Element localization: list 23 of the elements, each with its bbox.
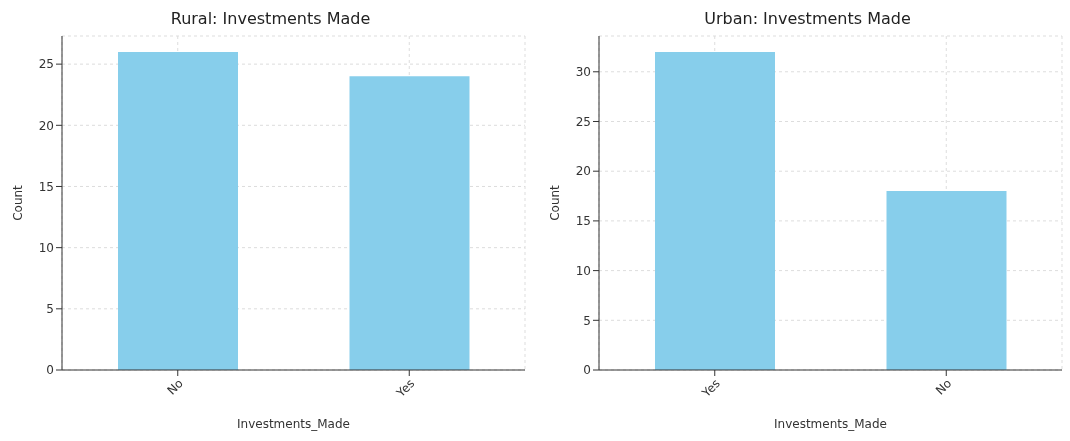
x-axis-title: Investments_Made	[237, 417, 350, 431]
y-tick-label: 25	[575, 114, 591, 129]
y-tick-label: 0	[583, 363, 591, 378]
y-tick-label: 10	[575, 263, 591, 278]
x-tick-label: Yes	[698, 376, 723, 401]
y-tick-label: 10	[38, 240, 54, 255]
y-tick-label: 15	[38, 179, 54, 194]
x-tick-label: No	[932, 376, 955, 398]
y-axis-title: Count	[11, 184, 26, 221]
y-axis-title: Count	[548, 184, 563, 221]
y-tick-label: 20	[38, 118, 54, 133]
y-tick-label: 20	[575, 164, 591, 179]
y-tick-label: 25	[38, 57, 54, 72]
y-tick-label: 30	[575, 65, 591, 80]
y-tick-label: 5	[46, 302, 54, 317]
x-tick-label: No	[164, 376, 186, 398]
y-tick-label: 15	[575, 214, 591, 229]
chart-title: Urban: Investments Made	[703, 8, 912, 30]
x-tick-label: Yes	[393, 376, 418, 401]
y-tick-label: 0	[46, 363, 54, 378]
y-tick-label: 5	[583, 313, 591, 328]
chart-title: Rural: Investments Made	[169, 8, 372, 30]
x-axis-title: Investments_Made	[774, 417, 887, 431]
